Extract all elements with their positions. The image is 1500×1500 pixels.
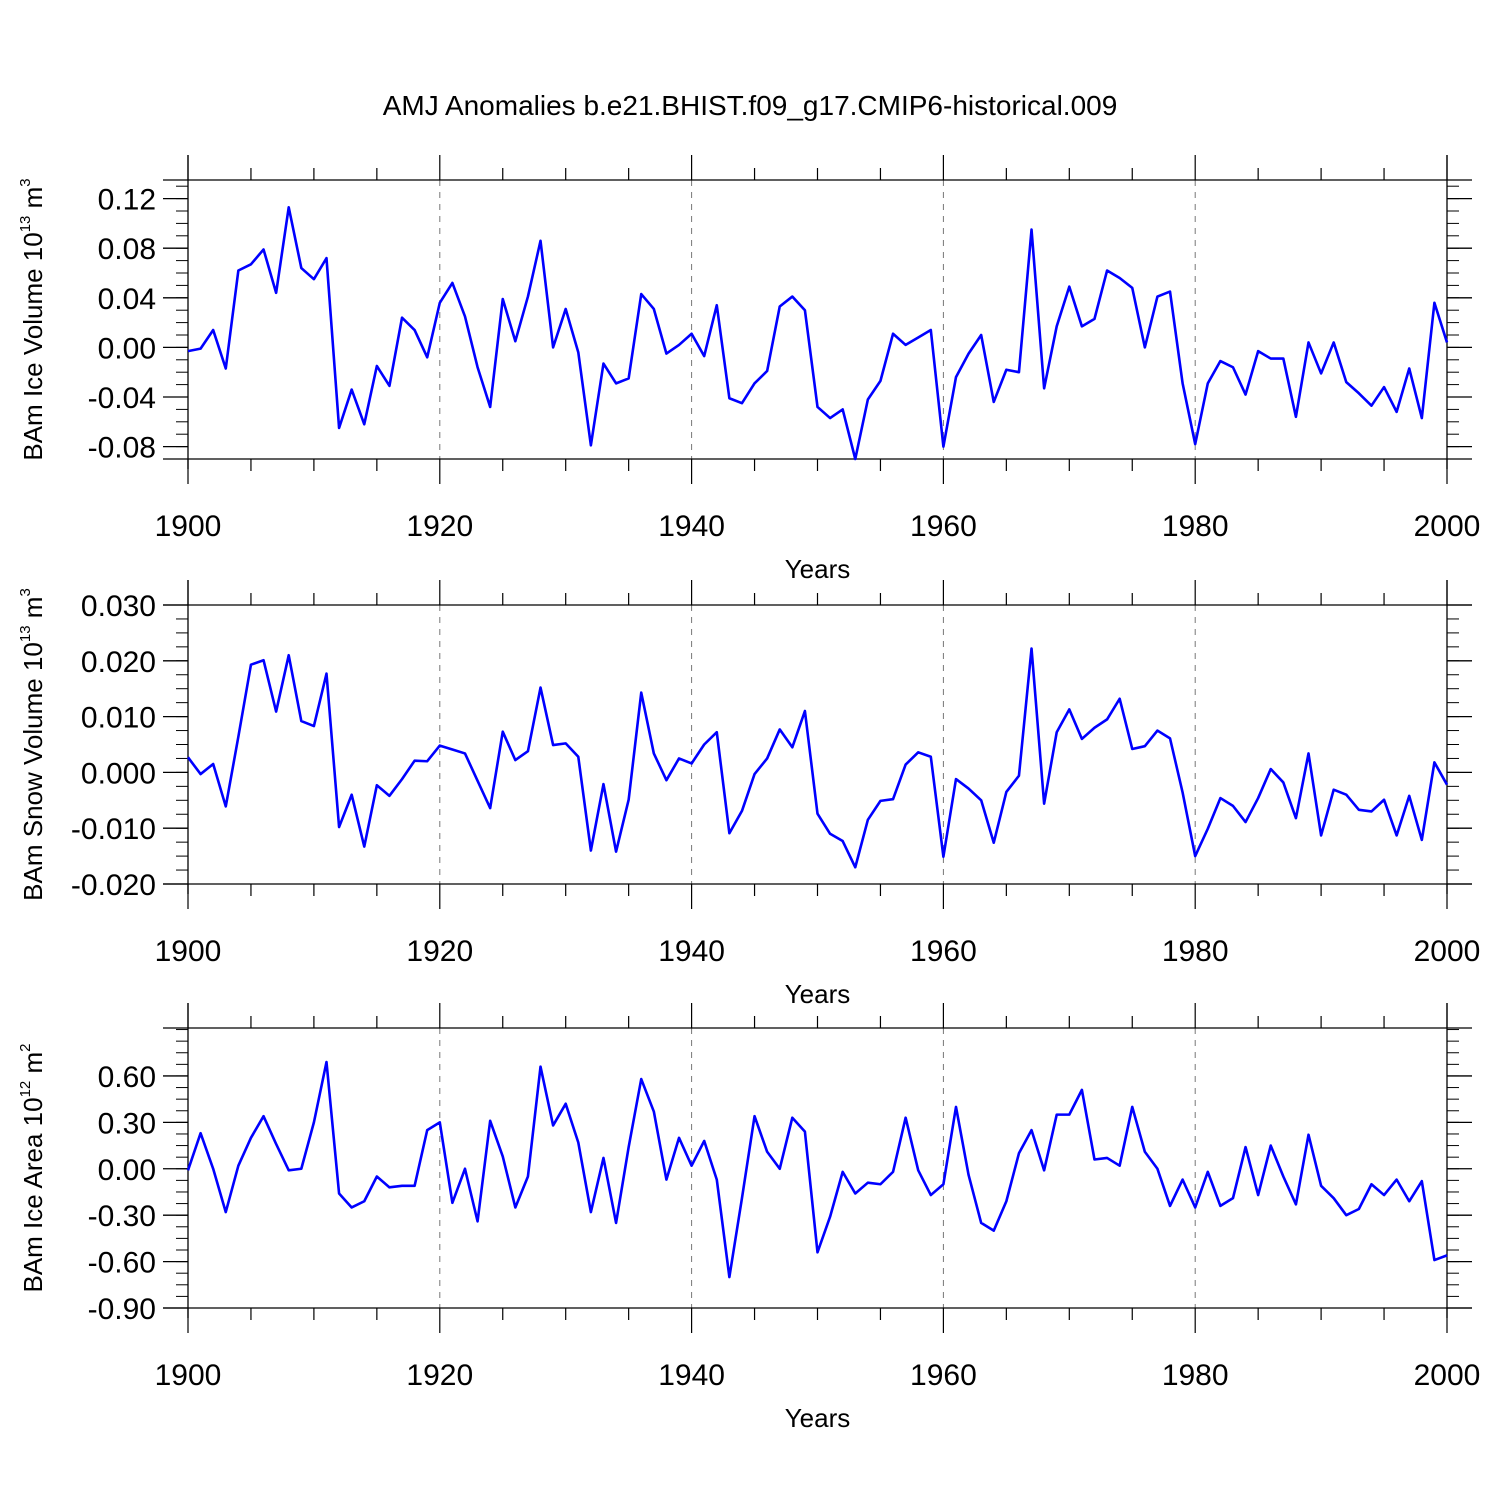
- y-label-unit: m: [18, 1052, 48, 1081]
- y-tick-label: -0.60: [88, 1247, 156, 1280]
- y-label-main: BAm Ice Volume 10: [18, 232, 48, 460]
- y-label-unit-exponent: 2: [17, 1043, 34, 1051]
- x-tick-label: 1980: [1162, 510, 1229, 543]
- x-tick-label: 1900: [155, 935, 222, 968]
- y-tick-label: -0.08: [88, 432, 156, 465]
- series-line-snow-volume: [186, 647, 1449, 869]
- x-tick-label: 1900: [155, 1359, 222, 1392]
- x-tick-label: 1980: [1162, 1359, 1229, 1392]
- x-tick-label: 2000: [1414, 935, 1481, 968]
- panel-snow-volume: 1900 1920 1940 1960 1980 2000 Years -0.020 -0.01…: [17, 580, 1480, 1009]
- x-tick-label: 2000: [1414, 1359, 1481, 1392]
- y-tick-label: 0.030: [81, 590, 156, 623]
- y-label-main: BAm Ice Area 10: [18, 1097, 48, 1292]
- y-tick-label: 0.04: [98, 283, 156, 316]
- y-axis-label: BAm Ice Volume 1013 m3: [17, 178, 48, 460]
- y-label-unit: m: [18, 597, 48, 626]
- x-tick-label: 1960: [910, 935, 977, 968]
- panel-ice-volume: 1900 1920 1940 1960 1980 2000 Years -0.08 -0.04 0…: [17, 155, 1480, 584]
- y-label-exponent: 13: [17, 625, 34, 642]
- chart-title: AMJ Anomalies b.e21.BHIST.f09_g17.CMIP6-…: [383, 90, 1118, 121]
- y-label-exponent: 12: [17, 1081, 34, 1098]
- y-tick-label: 0.000: [81, 757, 156, 790]
- y-tick-label: 0.60: [98, 1061, 156, 1094]
- x-tick-label: 1960: [910, 510, 977, 543]
- y-tick-label: 0.020: [81, 646, 156, 679]
- x-tick-label: 1940: [658, 1359, 725, 1392]
- y-tick-label: 0.30: [98, 1107, 156, 1140]
- x-tick-label: 1920: [406, 935, 473, 968]
- panels: 1900 1920 1940 1960 1980 2000 Years -0.08 -0.04 0…: [17, 155, 1480, 1433]
- x-tick-label: 1940: [658, 935, 725, 968]
- y-tick-label: -0.010: [71, 813, 156, 846]
- x-axis-label: Years: [785, 1403, 851, 1433]
- y-tick-label: -0.020: [71, 869, 156, 902]
- y-tick-label: -0.04: [88, 382, 156, 415]
- y-tick-label: 0.08: [98, 233, 156, 266]
- x-tick-label: 1920: [406, 1359, 473, 1392]
- x-axis-label: Years: [785, 979, 851, 1009]
- panel-ice-area: 1900 1920 1940 1960 1980 2000 Years -0.90 -0.60 -…: [17, 1003, 1480, 1433]
- y-tick-label: 0.00: [98, 1154, 156, 1187]
- x-tick-label: 2000: [1414, 510, 1481, 543]
- y-tick-label: 0.12: [98, 184, 156, 217]
- y-tick-label: 0.010: [81, 702, 156, 735]
- y-axis-label: BAm Ice Area 1012 m2: [17, 1043, 48, 1292]
- y-label-unit-exponent: 3: [17, 588, 34, 596]
- x-axis-label: Years: [785, 554, 851, 584]
- x-tick-label: 1960: [910, 1359, 977, 1392]
- x-tick-label: 1980: [1162, 935, 1229, 968]
- series-line-ice-volume: [187, 205, 1449, 461]
- x-tick-label: 1900: [155, 510, 222, 543]
- y-axis-label: BAm Snow Volume 1013 m3: [17, 588, 48, 901]
- y-label-main: BAm Snow Volume 10: [18, 642, 48, 901]
- series-line-ice-area: [186, 1060, 1448, 1279]
- x-tick-label: 1920: [406, 510, 473, 543]
- y-label-unit: m: [18, 187, 48, 216]
- y-tick-label: 0.00: [98, 332, 156, 365]
- y-tick-label: -0.30: [88, 1200, 156, 1233]
- y-label-exponent: 13: [17, 216, 34, 233]
- y-tick-label: -0.90: [88, 1293, 156, 1326]
- y-label-unit-exponent: 3: [17, 178, 34, 186]
- x-tick-label: 1940: [658, 510, 725, 543]
